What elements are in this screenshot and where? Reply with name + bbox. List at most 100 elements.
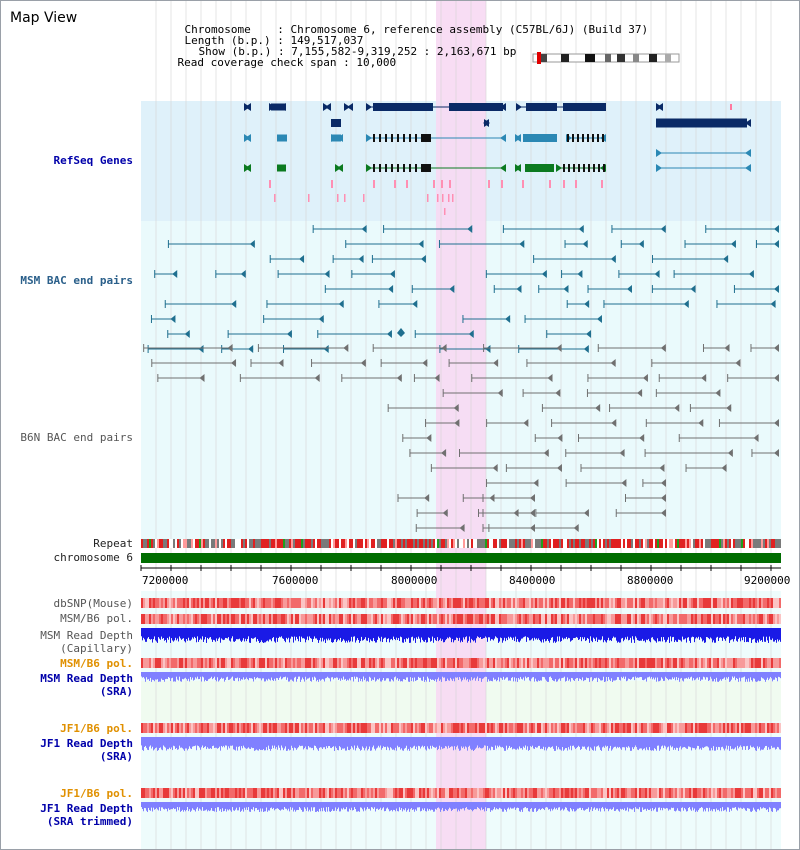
read-depth-bar [711,737,712,748]
read-depth-bar [735,628,736,637]
polymorphism-density-cell [659,598,661,608]
read-depth-bar [290,672,291,680]
repeat-element [631,539,633,548]
read-depth-bar [522,737,523,750]
read-depth-bar [162,802,163,808]
read-depth-bar [587,628,588,638]
read-depth-bar [211,628,212,640]
read-depth-bar [312,802,313,811]
bac-end-marker [563,285,569,293]
polymorphism-density-cell [245,598,247,608]
read-depth-bar [483,737,484,748]
read-depth-bar [629,628,630,640]
read-depth-bar [360,628,361,642]
read-depth-bar [497,628,498,639]
read-depth-bar [715,672,716,682]
read-depth-bar [368,672,369,682]
read-depth-bar [676,672,677,678]
read-depth-bar [447,672,448,679]
polymorphism-density-cell [141,614,143,624]
polymorphism-density-cell [417,723,419,733]
read-depth-bar [552,737,553,747]
read-depth-bar [404,737,405,749]
repeat-element [707,539,709,548]
ideogram-band [541,54,547,62]
read-depth-bar [401,672,402,682]
repeat-element [595,539,597,548]
read-depth-bar [404,802,405,811]
read-depth-bar [225,802,226,809]
repeat-element [581,539,583,548]
polymorphism-density-cell [483,788,485,798]
repeat-element [721,539,723,548]
read-depth-bar [166,672,167,679]
read-depth-bar [217,802,218,808]
polymorphism-density-cell [557,658,559,668]
polymorphism-density-cell [729,598,731,608]
read-depth-bar [231,802,232,812]
polymorphism-density-cell [437,723,439,733]
read-depth-bar [546,802,547,808]
read-depth-bar [509,672,510,681]
read-depth-bar [735,737,736,748]
read-depth-bar [771,628,772,641]
repeat-element [193,539,195,548]
polymorphism-density-cell [371,723,373,733]
repeat-element [237,539,239,548]
polymorphism-density-cell [559,598,561,608]
read-depth-bar [634,737,635,748]
read-depth-bar [216,802,217,812]
read-depth-bar [526,802,527,809]
read-depth-bar [275,672,276,681]
read-depth-bar [209,737,210,749]
polymorphism-density-cell [585,788,587,798]
polymorphism-density-cell [423,723,425,733]
repeat-element [667,539,669,548]
read-depth-bar [151,628,152,640]
read-depth-bar [180,672,181,682]
polymorphism-density-cell [183,723,185,733]
read-depth-bar [617,737,618,747]
read-depth-bar [565,802,566,808]
polymorphism-density-cell [267,598,269,608]
polymorphism-density-cell [255,598,257,608]
polymorphism-density-cell [469,658,471,668]
polymorphism-density-cell [419,788,421,798]
read-depth-bar [235,802,236,810]
polymorphism-density-cell [541,598,543,608]
bac-end-marker [227,344,233,352]
polymorphism-density-cell [549,788,551,798]
bac-end-marker [434,374,440,382]
polymorphism-density-cell [287,598,289,608]
read-depth-bar [777,672,778,682]
read-depth-bar [214,628,215,641]
read-depth-bar [608,672,609,678]
read-depth-bar [632,802,633,810]
read-depth-bar [667,628,668,640]
polymorphism-density-cell [607,598,609,608]
polymorphism-density-cell [489,788,491,798]
read-depth-bar [224,802,225,811]
read-depth-bar [180,628,181,639]
read-depth-bar [664,802,665,809]
read-depth-bar [153,672,154,681]
polymorphism-density-cell [689,723,691,733]
polymorphism-density-cell [499,788,501,798]
polymorphism-density-cell [673,788,675,798]
repeat-element [483,539,485,548]
repeat-element [617,539,619,548]
polymorphism-density-cell [403,658,405,668]
read-depth-bar [491,628,492,640]
read-depth-bar [626,628,627,640]
read-depth-bar [609,628,610,641]
repeat-element [461,539,463,548]
ideogram-band [665,54,671,62]
polymorphism-density-cell [573,614,575,624]
read-depth-bar [297,737,298,749]
repeat-element [293,539,295,548]
polymorphism-density-cell [285,788,287,798]
polymorphism-density-cell [709,788,711,798]
read-depth-bar [417,802,418,808]
polymorphism-density-cell [763,598,765,608]
